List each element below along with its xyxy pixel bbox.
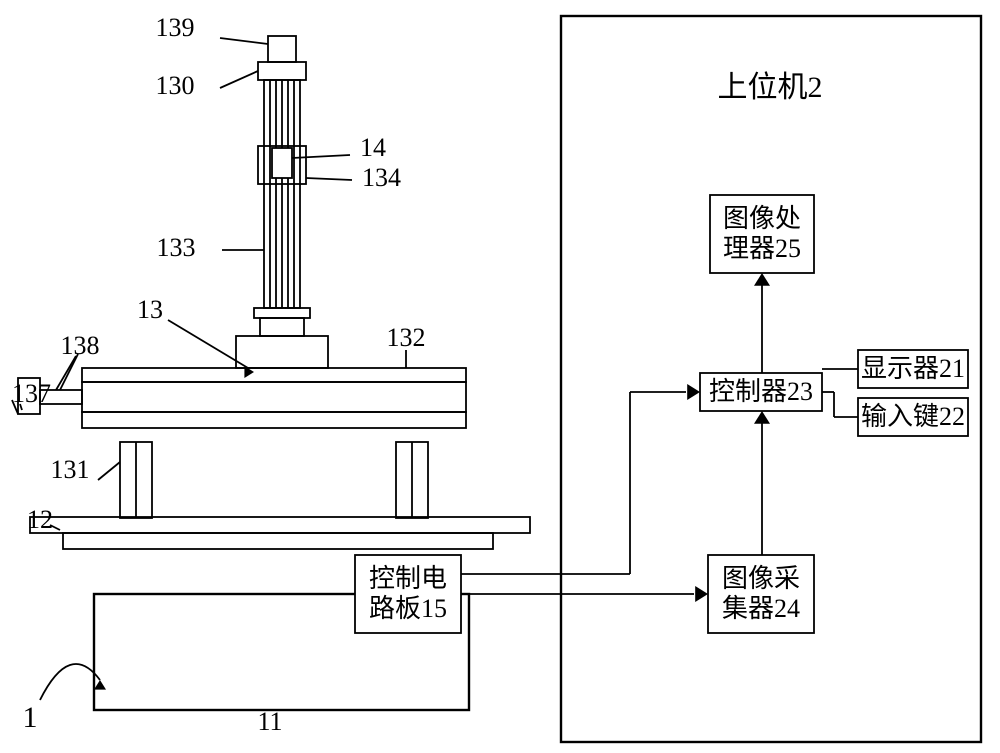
label-text: 图像采 [722, 564, 800, 593]
label-text: 输入键22 [861, 402, 965, 431]
label-text: 133 [157, 233, 196, 262]
label-text: 11 [257, 707, 282, 736]
label-text: 控制电 [369, 564, 447, 593]
label-text: 控制器23 [709, 377, 813, 406]
label-text: 132 [387, 323, 426, 352]
plate-top-12 [30, 517, 530, 533]
label-text: 理器25 [723, 234, 801, 263]
label-137: 137 [12, 379, 51, 408]
label-text: 131 [51, 455, 90, 484]
label-text: 12 [27, 505, 53, 534]
host-title: 上位机2 [718, 71, 823, 104]
label-text: 显示器21 [861, 354, 965, 383]
label-text: 134 [362, 163, 401, 192]
plate-step-12 [63, 533, 493, 549]
label-text: 路板15 [369, 594, 447, 623]
label-text: 13 [137, 295, 163, 324]
label-text: 图像处 [723, 204, 801, 233]
label-text: 1 [23, 701, 38, 734]
label-text: 139 [156, 13, 195, 42]
label-text: 14 [360, 133, 386, 162]
label-text: 集器24 [722, 594, 800, 623]
label-text: 138 [61, 331, 100, 360]
sensor-14 [272, 148, 292, 178]
label-text: 130 [156, 71, 195, 100]
